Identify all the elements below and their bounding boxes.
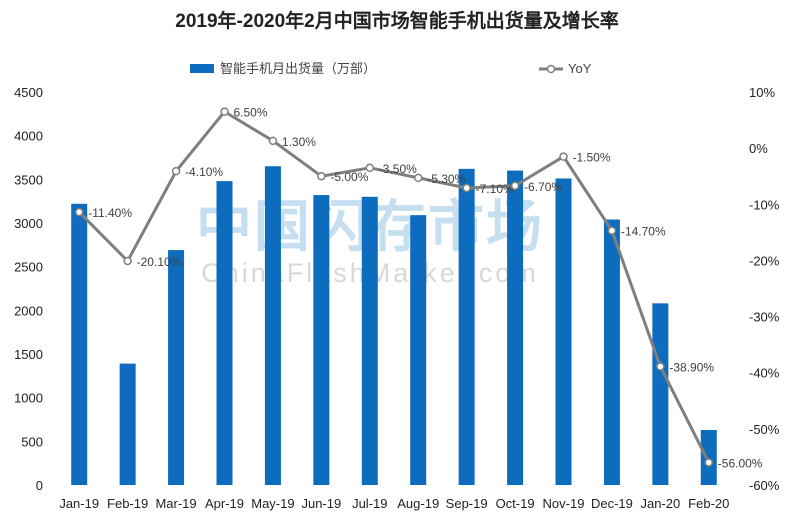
right-tick-label: -20% [749, 253, 780, 268]
yoy-point [607, 226, 617, 235]
yoy-data-label: -20.10% [137, 255, 182, 269]
x-tick-label: Feb-20 [688, 496, 729, 511]
yoy-point [220, 107, 229, 116]
yoy-point [413, 173, 423, 183]
yoy-point [268, 136, 278, 146]
yoy-data-label: -11.40% [88, 206, 132, 220]
yoy-data-label: -4.10% [185, 165, 223, 179]
yoy-data-label: -5.30% [427, 172, 465, 186]
bar [168, 250, 185, 485]
right-tick-label: -50% [749, 422, 780, 437]
yoy-data-label: -6.70% [524, 180, 562, 194]
x-tick-label: Aug-19 [397, 496, 439, 511]
x-tick-label: Feb-19 [107, 496, 148, 511]
bar [700, 429, 717, 485]
yoy-data-label: 1.30% [282, 135, 316, 149]
left-axis: 0 500 1000 1500 2000 2500 3000 3500 4000 4500 [14, 85, 43, 493]
yoy-data-label: -38.90% [669, 361, 714, 375]
right-tick-label: -10% [749, 197, 780, 212]
x-tick-label: Nov-19 [543, 496, 585, 511]
left-tick-label: 0 [36, 478, 43, 493]
bar [410, 215, 427, 485]
yoy-point [559, 152, 568, 161]
right-tick-label: 0% [749, 141, 768, 156]
bar [603, 219, 620, 486]
x-tick-label: Jan-20 [640, 496, 680, 511]
bar [507, 170, 524, 485]
right-tick-label: -60% [749, 478, 780, 493]
yoy-data-label: -7.10% [476, 182, 514, 196]
yoy-point [656, 362, 665, 371]
x-axis: Jan-19 Feb-19 Mar-19 Apr-19 May-19 Jun-19 Jul-… [59, 496, 729, 511]
bar [119, 363, 136, 485]
x-tick-label: May-19 [251, 496, 294, 511]
legend-bar-swatch [190, 64, 214, 73]
bar [216, 181, 233, 485]
left-tick-label: 2500 [14, 260, 43, 275]
right-tick-label: -30% [749, 310, 780, 325]
x-tick-label: Jan-19 [59, 496, 99, 511]
yoy-point [317, 171, 326, 181]
yoy-data-label: -1.50% [573, 151, 611, 165]
x-tick-label: Sep-19 [446, 496, 488, 511]
yoy-data-label: -5.00% [330, 170, 368, 184]
bar-series [71, 166, 717, 486]
bar [313, 195, 330, 485]
right-axis: -60% -50% -40% -30% -20% -10% 0% 10% [749, 85, 780, 493]
x-tick-label: Oct-19 [496, 496, 535, 511]
right-tick-label: 10% [749, 85, 775, 100]
yoy-point [704, 458, 714, 467]
yoy-line [78, 110, 711, 464]
x-tick-label: Dec-19 [591, 496, 633, 511]
x-tick-label: Jul-19 [352, 496, 387, 511]
chart-title: 2019年-2020年2月中国市场智能手机出货量及增长率 [175, 9, 618, 32]
left-tick-label: 3000 [14, 216, 43, 231]
right-tick-label: -40% [749, 366, 780, 381]
yoy-point [171, 166, 181, 176]
yoy-data-label: 6.50% [234, 106, 268, 120]
bar [361, 196, 378, 486]
left-tick-label: 4500 [14, 85, 43, 100]
bar [652, 303, 669, 485]
x-tick-label: Mar-19 [155, 496, 196, 511]
yoy-point [510, 181, 520, 191]
left-tick-label: 4000 [14, 129, 43, 144]
left-tick-label: 2000 [14, 303, 43, 318]
yoy-line-series: -11.40% -20.10% -4.10% 6.50% 1.30% -5.00% -3.5… [74, 106, 763, 471]
yoy-data-label: -14.70% [621, 225, 666, 239]
bar [458, 168, 475, 485]
yoy-point [123, 256, 132, 266]
x-tick-label: Apr-19 [205, 496, 244, 511]
left-tick-label: 1500 [14, 347, 43, 362]
left-tick-label: 1000 [14, 391, 43, 406]
yoy-point [462, 183, 471, 193]
yoy-point [74, 207, 84, 217]
yoy-data-label: -3.50% [379, 162, 417, 176]
legend-bar-label: 智能手机月出货量（万部） [220, 61, 376, 76]
legend-line-label: YoY [568, 61, 592, 76]
legend-line-marker [546, 64, 556, 74]
bar [264, 166, 281, 485]
x-tick-label: Jun-19 [301, 496, 341, 511]
bar [555, 178, 572, 485]
legend: 智能手机月出货量（万部） YoY [190, 61, 592, 76]
yoy-point [365, 163, 375, 173]
yoy-data-label: -56.00% [718, 457, 763, 471]
bar [71, 203, 88, 485]
left-tick-label: 3500 [14, 172, 43, 187]
left-tick-label: 500 [21, 434, 43, 449]
